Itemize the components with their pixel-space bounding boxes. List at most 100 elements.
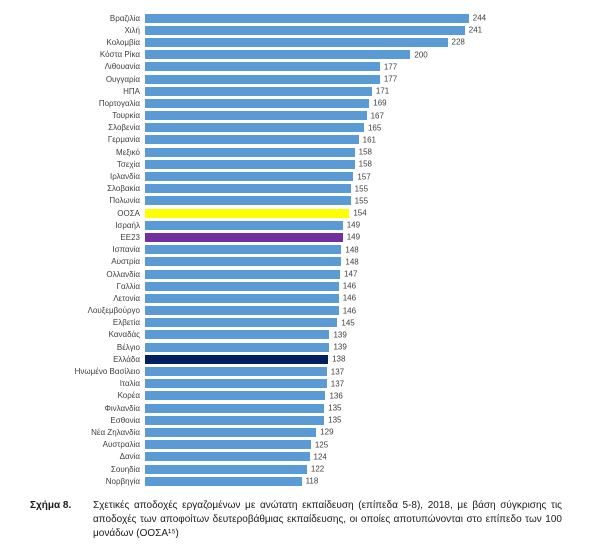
bar-label: Καναδάς — [108, 330, 140, 340]
bar-label: Αυστραλία — [102, 440, 140, 450]
bar-value: 124 — [313, 452, 327, 462]
bar-label: Μεξικό — [116, 147, 140, 157]
bar-label: Ελλάδα — [113, 354, 140, 364]
bar-value: 129 — [320, 427, 334, 437]
bar-label: Τσεχία — [116, 159, 140, 169]
bar-track: 165 — [145, 123, 490, 133]
bar-track: 158 — [145, 147, 490, 157]
bar-row: Πορτογαλία 169 — [10, 97, 590, 109]
bar-row: Καναδάς 139 — [10, 329, 590, 341]
bar-row: Φινλανδία 135 — [10, 402, 590, 414]
bar-track: 241 — [145, 25, 490, 35]
bar — [145, 257, 342, 267]
bar-track: 154 — [145, 208, 490, 218]
bar — [145, 318, 338, 328]
bar-row: ΕΕ23 149 — [10, 231, 590, 243]
bar-value: 154 — [353, 208, 367, 218]
bar — [145, 50, 411, 60]
bar-value: 118 — [305, 476, 319, 486]
bar — [145, 25, 465, 35]
bar-label: Ολλανδία — [106, 269, 140, 279]
bar-label: ΟΟΣΑ — [117, 208, 140, 218]
bar — [145, 232, 343, 242]
bar-row: Ελλάδα 138 — [10, 353, 590, 365]
bar-label: Λιθουανία — [104, 62, 140, 72]
bar-value: 137 — [330, 367, 345, 377]
bar-label: ΕΕ23 — [120, 232, 140, 242]
bar-label: Κορέα — [117, 391, 140, 401]
bar-row: Σλοβενία 165 — [10, 122, 590, 134]
bar — [145, 281, 339, 291]
bar-value: 148 — [345, 257, 359, 267]
bar — [145, 147, 355, 157]
bar — [145, 123, 364, 133]
figure-caption: Σχήμα 8. Σχετικές αποδοχές εργαζομένων μ… — [0, 489, 600, 540]
bar — [145, 98, 370, 108]
bar-track: 244 — [145, 13, 490, 23]
bar-value: 135 — [328, 415, 342, 425]
bar — [145, 184, 351, 194]
bar-track: 135 — [145, 415, 490, 425]
bar-value: 146 — [342, 306, 357, 316]
bar-track: 136 — [145, 391, 490, 401]
bar-track: 138 — [145, 354, 490, 364]
bar — [145, 220, 343, 230]
bar-row: Νορβηγία 118 — [10, 475, 590, 487]
bar-value: 149 — [346, 220, 361, 230]
bar-track: 118 — [145, 476, 490, 486]
bar-row: Λιθουανία 177 — [10, 61, 590, 73]
bar — [145, 245, 342, 255]
bar-label: Σλοβακία — [107, 184, 140, 194]
bar-value: 146 — [342, 293, 357, 303]
bar-track: 228 — [145, 37, 490, 47]
bar-track: 146 — [145, 281, 490, 291]
bar-row: Τουρκία 167 — [10, 110, 590, 122]
bar-track: 125 — [145, 440, 490, 450]
bar — [145, 86, 372, 96]
bar-row: Αυστραλία 125 — [10, 439, 590, 451]
bar-track: 149 — [145, 220, 490, 230]
bar-chart: Βραζιλία 244 Χιλή 241 Κολομβία 228 Κόστα Ρίκα 2… — [10, 12, 590, 487]
bar-label: Σλοβενία — [108, 123, 140, 133]
bar-label: Σουηδία — [110, 464, 140, 474]
bar — [145, 159, 355, 169]
bar — [145, 13, 469, 23]
bar — [145, 208, 350, 218]
bar-track: 148 — [145, 245, 490, 255]
bar-value: 145 — [341, 318, 355, 328]
bar-track: 161 — [145, 135, 490, 145]
bar-label: Ιρλανδία — [110, 172, 140, 182]
bar-value: 149 — [346, 232, 361, 242]
bar-track: 129 — [145, 427, 490, 437]
bar-label: Φινλανδία — [104, 403, 140, 413]
bar — [145, 111, 367, 121]
bar-label: Αυστρία — [111, 257, 140, 267]
bar-row: Κολομβία 228 — [10, 36, 590, 48]
bar — [145, 464, 307, 474]
bar-value: 157 — [357, 172, 371, 182]
bar-row: Κορέα 136 — [10, 390, 590, 402]
bar-track: 146 — [145, 293, 490, 303]
bar — [145, 330, 330, 340]
bar-value: 136 — [329, 391, 343, 401]
bar-label: Δανία — [119, 452, 140, 462]
bar-label: Νέα Ζηλανδία — [91, 427, 140, 437]
caption-label: Σχήμα 8. — [30, 500, 72, 512]
bar — [145, 196, 351, 206]
bar-label: Χιλή — [124, 25, 140, 35]
bar-row: Εσθονία 135 — [10, 414, 590, 426]
bar — [145, 391, 326, 401]
bar — [145, 74, 380, 84]
bar-row: Βραζιλία 244 — [10, 12, 590, 24]
bar-label: Κόστα Ρίκα — [99, 50, 140, 60]
bar-label: Πορτογαλία — [98, 98, 140, 108]
bar-row: Βέλγιο 139 — [10, 341, 590, 353]
bar-value: 135 — [328, 403, 342, 413]
bar-label: Λουξεμβούργο — [87, 306, 140, 316]
bar-label: Νορβηγία — [105, 476, 140, 486]
bar — [145, 306, 339, 316]
bar-row: Ισραήλ 149 — [10, 219, 590, 231]
bar — [145, 172, 354, 182]
bar-label: Ιταλία — [119, 379, 140, 389]
bar-label: Εσθονία — [110, 415, 140, 425]
